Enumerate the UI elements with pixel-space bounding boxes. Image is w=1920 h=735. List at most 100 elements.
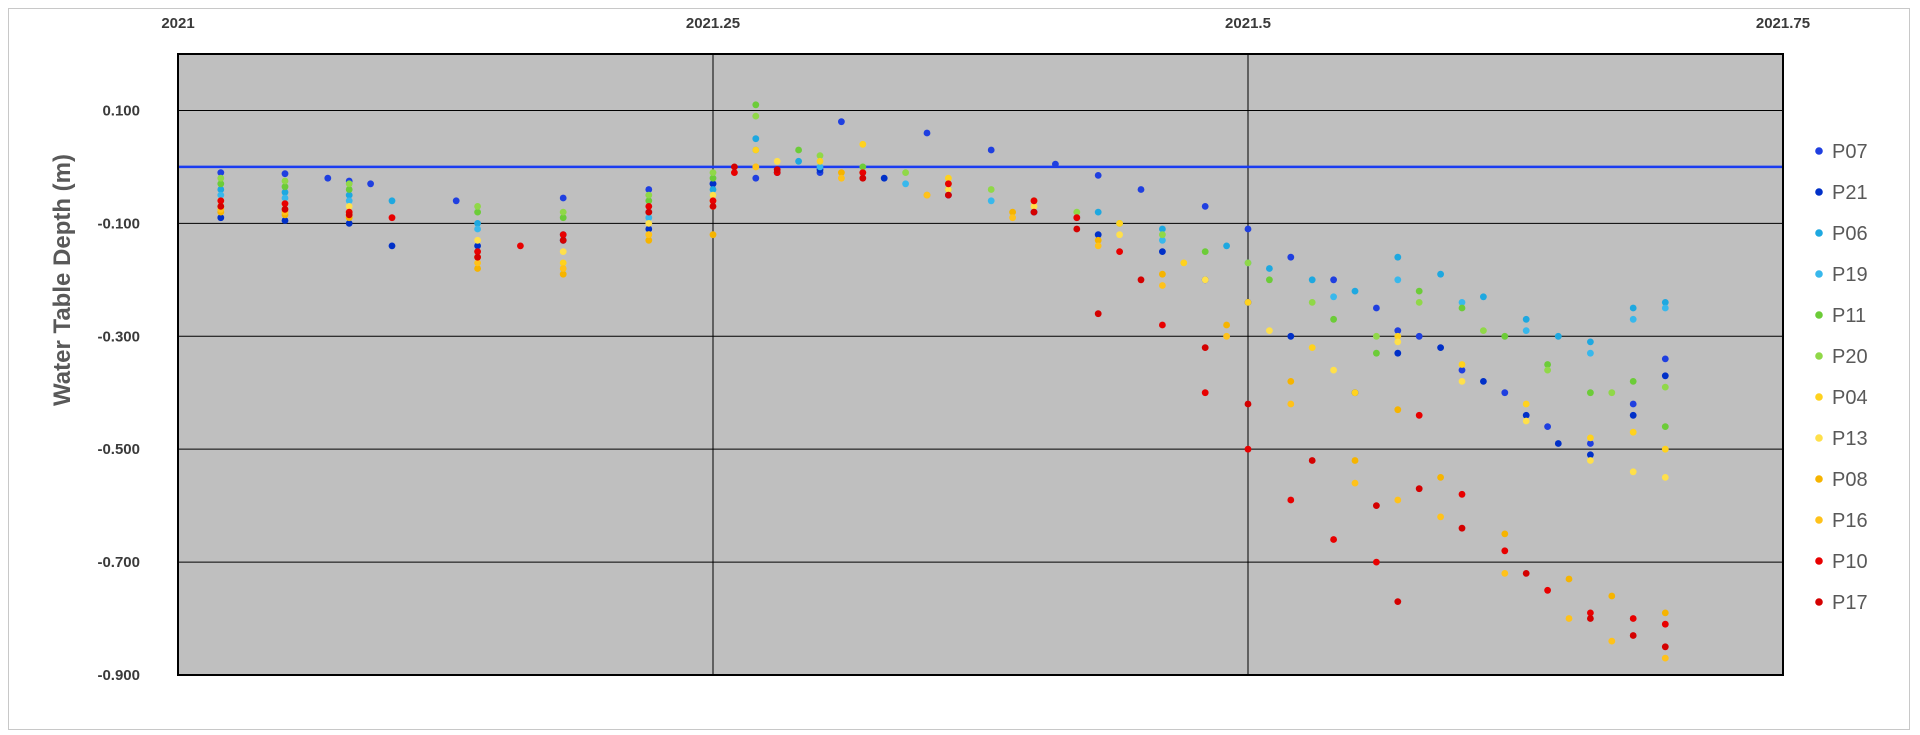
data-point <box>1330 315 1337 323</box>
data-point <box>902 180 909 188</box>
data-point <box>1458 366 1466 374</box>
data-point <box>1437 474 1444 481</box>
data-point <box>731 169 738 177</box>
data-point <box>1159 236 1166 244</box>
data-point <box>987 146 995 154</box>
data-point <box>1394 349 1402 357</box>
data-point <box>1137 276 1145 284</box>
data-point <box>281 205 289 213</box>
data-point <box>987 197 995 205</box>
data-point <box>1116 248 1123 256</box>
data-point <box>1587 609 1594 617</box>
data-point <box>559 231 567 239</box>
data-point <box>559 214 567 222</box>
data-point <box>1052 160 1059 168</box>
data-point <box>1608 389 1616 397</box>
data-point <box>1159 248 1166 256</box>
data-point <box>1159 321 1166 329</box>
data-point <box>1501 332 1509 340</box>
data-point <box>1201 248 1209 256</box>
y-axis-ticks: 0.100 -0.100 -0.300 -0.500 -0.700 -0.900 <box>97 102 140 684</box>
legend-marker <box>1815 188 1823 196</box>
data-point <box>1544 366 1551 374</box>
data-point <box>1223 242 1230 250</box>
data-point <box>217 197 225 205</box>
data-point <box>1330 366 1337 374</box>
plot-border <box>177 53 1784 676</box>
data-point <box>1458 524 1466 532</box>
data-point <box>838 174 845 182</box>
data-point <box>1661 445 1669 453</box>
data-point <box>902 169 909 177</box>
data-point <box>1030 197 1038 205</box>
legend-label: P21 <box>1832 182 1868 204</box>
y-tick-label: -0.700 <box>97 554 140 571</box>
data-point <box>923 129 931 137</box>
data-point <box>1629 428 1637 436</box>
data-point <box>1480 327 1487 334</box>
data-point <box>1009 208 1016 216</box>
y-axis-label: Water Table Depth (m) <box>49 154 76 406</box>
data-point <box>1608 637 1616 645</box>
data-point <box>1415 485 1423 493</box>
data-point <box>1201 276 1209 284</box>
data-point <box>474 248 481 256</box>
data-point <box>559 194 567 202</box>
data-point <box>388 242 396 250</box>
data-point <box>1522 570 1530 577</box>
legend-marker <box>1815 352 1823 360</box>
data-point <box>1661 304 1669 312</box>
data-point <box>1287 400 1295 408</box>
data-point <box>1308 344 1316 351</box>
data-point <box>1565 615 1573 622</box>
data-point <box>1244 225 1252 233</box>
data-point <box>1330 536 1337 543</box>
legend-marker <box>1815 475 1823 483</box>
data-point <box>1159 270 1166 278</box>
legend-label: P17 <box>1832 592 1868 614</box>
data-point <box>709 231 717 239</box>
data-point <box>1373 502 1380 509</box>
data-point <box>281 188 289 196</box>
data-point <box>281 183 289 191</box>
legend-marker <box>1815 557 1823 565</box>
legend-marker <box>1815 229 1823 237</box>
data-point <box>367 180 374 188</box>
legend-marker <box>1815 393 1823 401</box>
data-point <box>1030 203 1038 210</box>
data-point <box>1458 378 1466 385</box>
legend-item-P16: P16 <box>1815 510 1868 532</box>
data-point <box>474 236 481 244</box>
legend-label: P11 <box>1832 305 1866 327</box>
x-tick-label: 2021.5 <box>1225 15 1271 32</box>
data-point <box>645 236 653 244</box>
data-point <box>1009 214 1016 222</box>
data-point <box>1554 440 1562 447</box>
legend-marker <box>1815 147 1823 155</box>
data-point <box>474 242 481 250</box>
data-point <box>838 118 845 126</box>
y-tick-label: -0.500 <box>97 441 140 458</box>
data-point <box>1308 457 1316 464</box>
y-tick-label: -0.100 <box>97 215 140 232</box>
data-point <box>1330 276 1337 284</box>
x-tick-label: 2021.25 <box>686 15 740 32</box>
x-tick-label: 2021 <box>161 15 194 32</box>
data-point <box>1244 445 1252 453</box>
data-point <box>752 146 760 154</box>
data-point <box>1587 389 1594 397</box>
data-point <box>1661 355 1669 363</box>
data-point <box>1159 225 1166 233</box>
data-point <box>345 203 353 210</box>
data-point <box>987 186 995 193</box>
legend-item-P10: P10 <box>1815 551 1868 573</box>
data-point <box>1116 220 1123 227</box>
data-point <box>1266 327 1273 334</box>
legend: P07 P21 P06 P19 P11 P20 P04 P13 P08 P16 P10 P17 <box>1815 141 1868 614</box>
data-point <box>474 253 481 261</box>
data-point <box>559 248 567 256</box>
data-point <box>1415 332 1423 340</box>
data-point <box>1394 276 1402 284</box>
data-point <box>1159 282 1166 289</box>
data-point <box>217 203 225 210</box>
